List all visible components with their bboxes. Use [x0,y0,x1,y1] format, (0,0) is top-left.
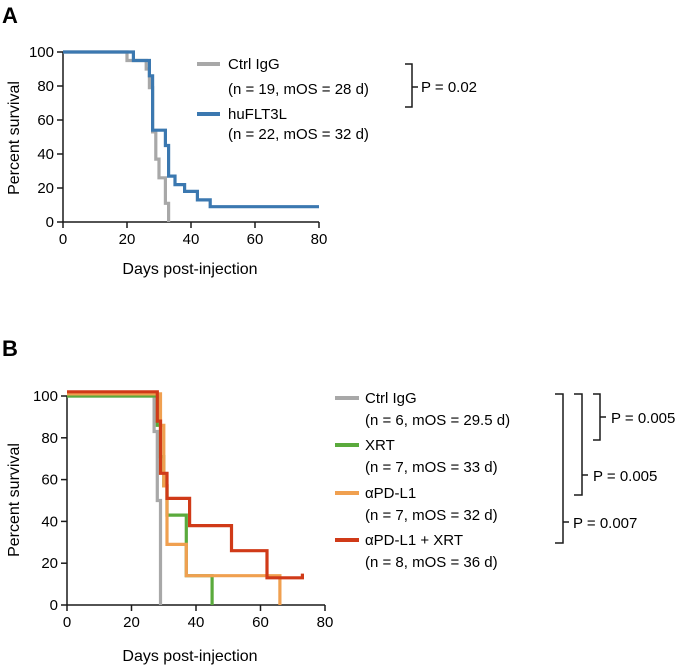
panel-a-x-tick-label: 60 [247,231,264,248]
panel-b-p-value-1: P = 0.005 [611,410,675,427]
legend-detail-apdl1-xrt: (n = 8, mOS = 36 d) [365,554,498,571]
panel-a-letter: A [2,3,18,28]
panel-b-y-tick-label: 60 [41,472,58,489]
legend-label-xrt: XRT [365,437,395,454]
panel-b-x-tick-label: 60 [252,614,269,631]
panel-b-series [67,390,304,605]
panel-b-y-tick-label: 100 [33,388,58,405]
panel-b-series-pd-l1-xrt [67,390,304,580]
panel-a-axes: 0 20 40 60 80 0 20 40 60 80 100 [29,44,327,248]
legend-label-ctrl-igg: Ctrl IgG [228,56,280,73]
panel-b-y-tick-label: 40 [41,513,58,530]
panel-b: B 0 20 40 60 80 0 20 40 60 80 100 Percent survival… [2,336,675,665]
legend-detail-apdl1: (n = 7, mOS = 32 d) [365,507,498,524]
panel-a-x-tick-label: 20 [119,231,136,248]
panel-a-legend: Ctrl IgG (n = 19, mOS = 28 d) huFLT3L (n… [197,56,369,143]
panel-a-y-axis-title: Percent survival [6,81,23,195]
panel-b-y-tick-label: 20 [41,555,58,572]
panel-a-plot: 0 20 40 60 80 0 20 40 60 80 100 [29,44,327,248]
legend-detail-xrt: (n = 7, mOS = 33 d) [365,459,498,476]
panel-a-y-tick-label: 80 [37,78,54,95]
panel-b-p-value-2: P = 0.005 [593,468,657,485]
panel-b-x-tick-label: 0 [63,614,71,631]
panel-a-x-tick-label: 40 [183,231,200,248]
legend-detail-huflt3l: (n = 22, mOS = 32 d) [228,126,369,143]
legend-detail-ctrl-igg-b: (n = 6, mOS = 29.5 d) [365,412,510,429]
legend-detail-ctrl-igg: (n = 19, mOS = 28 d) [228,81,369,98]
panel-b-significance-brackets [555,393,606,544]
panel-b-axes: 0 20 40 60 80 0 20 40 60 80 100 [33,388,333,631]
panel-a-series [63,50,319,222]
panel-b-y-axis-title: Percent survival [6,443,23,557]
panel-a-y-tick-label: 60 [37,112,54,129]
panel-a-x-tick-label: 80 [311,231,328,248]
panel-b-legend: Ctrl IgG (n = 6, mOS = 29.5 d) XRT (n = … [335,390,510,571]
panel-a-series-huflt3l [63,50,319,209]
panel-b-y-tick-label: 0 [50,597,58,614]
panel-b-x-tick-label: 40 [188,614,205,631]
legend-label-huflt3l: huFLT3L [228,106,287,123]
panel-a-y-tick-label: 100 [29,44,54,61]
bracket-ctrl-vs-combo [555,393,569,544]
panel-b-letter: B [2,336,18,361]
panel-a-x-tick-label: 0 [59,231,67,248]
panel-a-significance-bracket [405,63,418,108]
bracket-ctrl-vs-apdl1 [574,393,588,496]
panel-a: A 0 20 40 60 80 0 20 40 60 80 100 Percent survival… [2,3,477,278]
panel-a-y-tick-label: 20 [37,180,54,197]
panel-a-y-tick-label: 40 [37,146,54,163]
panel-b-x-tick-label: 20 [123,614,140,631]
legend-label-ctrl-igg-b: Ctrl IgG [365,390,417,407]
panel-b-y-tick-label: 80 [41,430,58,447]
panel-a-y-tick-label: 0 [46,214,54,231]
panel-b-x-axis-title: Days post-injection [122,648,257,665]
panel-a-p-value: P = 0.02 [421,79,477,96]
panel-b-series-ctrl-igg [67,394,163,605]
bracket-ctrl-vs-xrt [593,393,606,441]
panel-b-x-tick-label: 80 [317,614,334,631]
legend-label-apdl1: αPD-L1 [365,485,416,502]
panel-a-x-axis-title: Days post-injection [122,261,257,278]
panel-b-plot: 0 20 40 60 80 0 20 40 60 80 100 [33,388,333,631]
legend-label-apdl1-xrt: αPD-L1 + XRT [365,532,463,549]
panel-b-p-value-3: P = 0.007 [573,515,637,532]
